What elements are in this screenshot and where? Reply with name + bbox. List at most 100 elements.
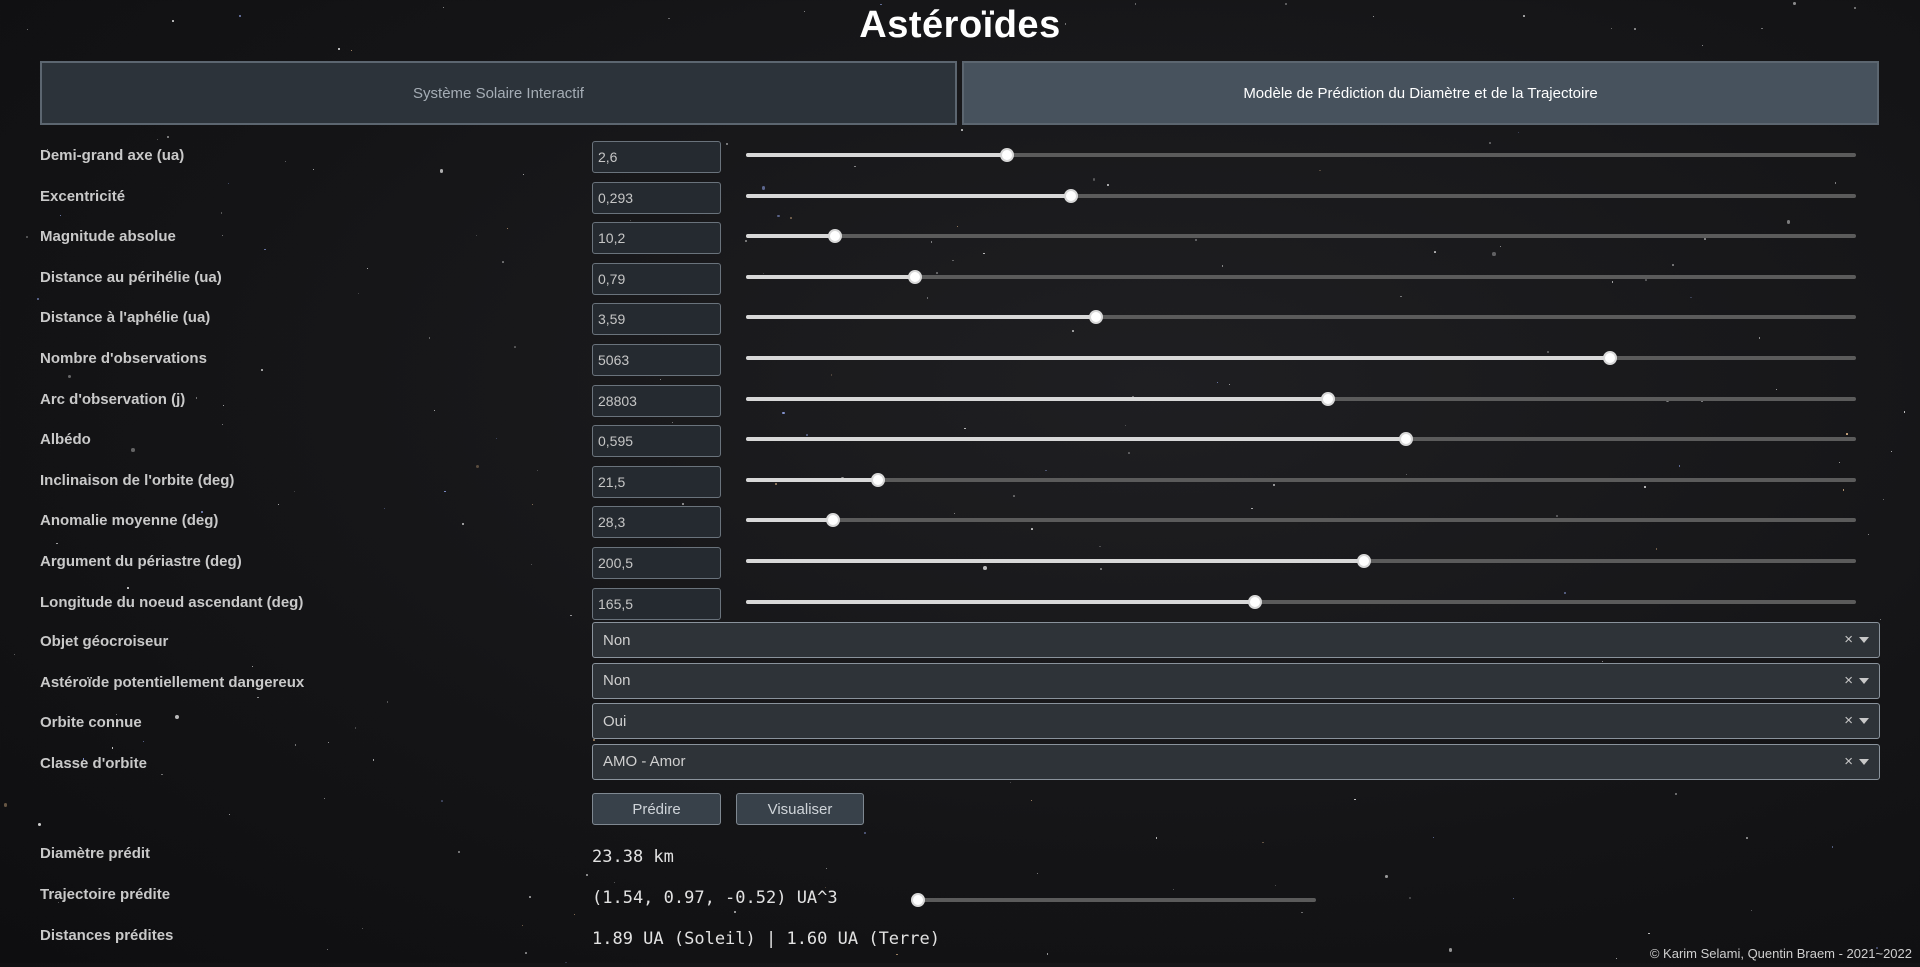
slider-fill: [746, 518, 833, 523]
parameter-slider[interactable]: [746, 310, 1856, 325]
parameter-input[interactable]: [592, 344, 721, 376]
slider-fill: [746, 396, 1328, 401]
trajectory-result-row: Trajectoire prédite (1.54, 0.97, -0.52) …: [0, 886, 1920, 926]
dropdown-value: Oui: [603, 712, 627, 730]
slider-handle[interactable]: [1320, 391, 1335, 406]
parameter-row: Longitude du noeud ascendant (deg): [0, 587, 1920, 634]
star: [1489, 142, 1491, 145]
star: [229, 813, 231, 815]
dropdown-select[interactable]: Oui ×: [592, 703, 1880, 740]
parameter-row: Demi-grand axe (ua): [0, 141, 1920, 187]
parameter-input[interactable]: [592, 384, 721, 417]
star: [324, 797, 326, 799]
close-icon[interactable]: ×: [1844, 631, 1853, 648]
parameter-label: Nombre d'observations: [40, 350, 207, 367]
parameter-label: Distance au périhélie (ua): [40, 268, 222, 286]
slider-fill: [746, 274, 915, 279]
slider-handle[interactable]: [1357, 554, 1372, 568]
parameter-slider[interactable]: [746, 554, 1856, 568]
slider-handle[interactable]: [907, 269, 922, 284]
parameter-slider[interactable]: [746, 513, 1856, 528]
trajectory-slider[interactable]: [911, 893, 1316, 907]
star: [167, 136, 169, 138]
parameter-row: Anomalie moyenne (deg): [0, 506, 1920, 552]
parameter-label: Longitude du noeud ascendant (deg): [40, 593, 304, 611]
dropdown-value: Non: [603, 631, 631, 649]
slider-fill: [746, 193, 1072, 198]
slider-handle[interactable]: [827, 229, 842, 244]
slider-fill: [746, 356, 1610, 360]
parameter-input[interactable]: [592, 425, 721, 458]
slider-handle[interactable]: [1602, 351, 1617, 365]
tab-interactive-solar-system[interactable]: Système Solaire Interactif: [40, 61, 957, 125]
slider-fill: [746, 599, 1256, 604]
dropdown-select[interactable]: AMO - Amor ×: [592, 743, 1880, 780]
slider-handle[interactable]: [999, 148, 1014, 162]
slider-handle[interactable]: [911, 893, 925, 907]
parameter-label: Magnitude absolue: [40, 228, 176, 246]
slider-handle[interactable]: [1088, 310, 1103, 325]
dropdown-value: AMO - Amor: [603, 753, 686, 771]
parameter-label: Distance à l'aphélie (ua): [40, 309, 211, 327]
tab-label: Modèle de Prédiction du Diamètre et de l…: [1243, 84, 1598, 102]
dropdown-row: Objet géocroiseur Non ×: [0, 622, 1920, 673]
parameter-slider[interactable]: [746, 432, 1856, 447]
visualize-button[interactable]: Visualiser: [736, 793, 864, 825]
slider-handle[interactable]: [825, 513, 840, 528]
slider-handle[interactable]: [1064, 188, 1079, 203]
dropdown-row: Astéroïde potentiellement dangereux Non ×: [0, 662, 1920, 714]
dropdown-label: Objet géocroiseur: [40, 633, 169, 650]
parameter-label: Arc d'observation (j): [40, 390, 186, 408]
parameter-slider[interactable]: [746, 594, 1856, 609]
star: [1745, 837, 1748, 840]
parameter-slider[interactable]: [746, 148, 1856, 162]
dropdown-row: Classe d'orbite AMO - Amor ×: [0, 743, 1920, 795]
parameter-input[interactable]: [592, 465, 721, 498]
parameter-row: Distance au périhélie (ua): [0, 262, 1920, 309]
star: [338, 48, 340, 50]
parameter-label: Demi-grand axe (ua): [40, 147, 185, 164]
dropdown-select[interactable]: Non ×: [592, 622, 1880, 658]
star: [156, 138, 159, 140]
slider-handle[interactable]: [871, 472, 886, 487]
slider-handle[interactable]: [1399, 432, 1414, 447]
dropdown-row: Orbite connue Oui ×: [0, 703, 1920, 754]
parameter-input[interactable]: [592, 181, 721, 214]
predict-button[interactable]: Prédire: [592, 793, 721, 825]
star: [1262, 841, 1264, 844]
parameter-input[interactable]: [592, 506, 721, 539]
close-icon[interactable]: ×: [1844, 671, 1853, 689]
slider-handle[interactable]: [1248, 594, 1263, 609]
parameter-row: Argument du périastre (deg): [0, 547, 1920, 593]
parameter-input[interactable]: [592, 303, 721, 336]
parameter-input[interactable]: [592, 222, 721, 255]
parameter-slider[interactable]: [746, 351, 1856, 365]
chevron-down-icon[interactable]: [1859, 677, 1869, 684]
parameter-slider[interactable]: [746, 472, 1856, 487]
parameter-input[interactable]: [592, 587, 721, 620]
parameter-row: Inclinaison de l'orbite (deg): [0, 465, 1920, 512]
parameter-label: Excentricité: [40, 187, 126, 205]
parameter-slider[interactable]: [746, 269, 1856, 284]
chevron-down-icon[interactable]: [1859, 758, 1869, 765]
close-icon[interactable]: ×: [1844, 712, 1853, 730]
tab-prediction-model[interactable]: Modèle de Prédiction du Diamètre et de l…: [962, 61, 1879, 125]
slider-fill: [746, 477, 879, 482]
parameter-label: Argument du périastre (deg): [40, 553, 242, 570]
parameter-slider[interactable]: [746, 391, 1856, 406]
close-icon[interactable]: ×: [1844, 752, 1853, 770]
slider-fill: [746, 437, 1407, 442]
chevron-down-icon[interactable]: [1859, 718, 1869, 725]
parameter-slider[interactable]: [746, 188, 1856, 203]
dropdown-select[interactable]: Non ×: [592, 662, 1880, 699]
distances-value: 1.89 UA (Soleil) | 1.60 UA (Terre): [592, 929, 940, 949]
parameter-slider[interactable]: [746, 229, 1856, 244]
chevron-down-icon[interactable]: [1859, 637, 1869, 643]
parameter-input[interactable]: [592, 141, 721, 173]
star: [37, 823, 41, 827]
parameter-input[interactable]: [592, 262, 721, 295]
star: [3, 803, 8, 807]
dropdown-value: Non: [603, 672, 631, 690]
star: [1517, 131, 1520, 133]
parameter-input[interactable]: [592, 547, 721, 579]
